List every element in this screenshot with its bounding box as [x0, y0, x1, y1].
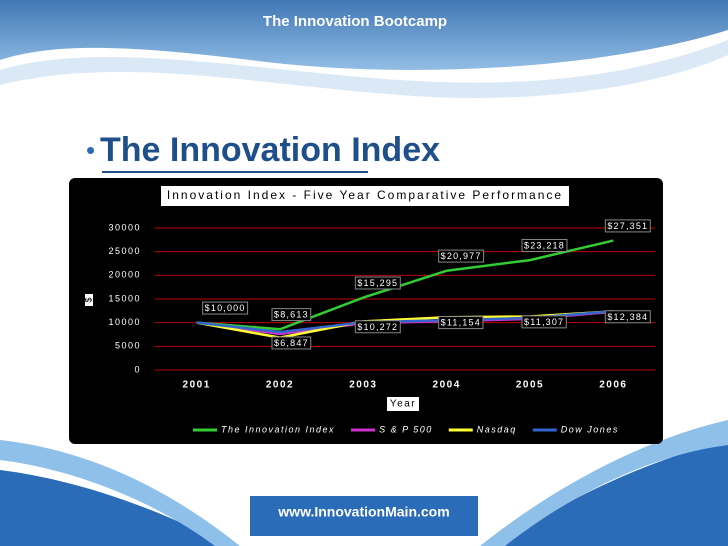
data-label-box — [438, 249, 485, 263]
data-label: $10,000 — [205, 303, 246, 313]
x-tick-label: 2004 — [433, 380, 461, 391]
x-tick-label: 2006 — [599, 380, 627, 391]
y-tick-label: 20000 — [108, 270, 141, 280]
data-label-box — [354, 276, 401, 290]
slide-title: The Innovation Index — [100, 131, 440, 169]
data-label: $27,351 — [607, 221, 648, 231]
x-axis-label: Year — [390, 399, 416, 410]
chart-background — [69, 178, 663, 444]
bullet: • — [86, 135, 95, 165]
data-label: $11,154 — [441, 318, 481, 328]
x-tick-label: 2002 — [266, 380, 294, 391]
legend-label: S & P 500 — [379, 424, 433, 434]
chart: Innovation Index - Five Year Comparative… — [69, 178, 663, 444]
y-tick-label: 30000 — [108, 222, 141, 232]
data-label: $11,307 — [524, 317, 564, 327]
x-tick-label: 2005 — [516, 380, 544, 391]
footer-box — [250, 496, 478, 536]
x-tick-label: 2001 — [183, 380, 211, 391]
y-axis-label-box — [85, 294, 93, 306]
data-label: $6,847 — [274, 338, 309, 348]
chart-title-box — [161, 186, 569, 206]
x-tick-label: 2003 — [349, 380, 377, 391]
y-axis-label: $ — [83, 297, 93, 302]
data-label-box — [521, 315, 567, 329]
series-line — [196, 239, 614, 331]
y-tick-label: 0 — [134, 364, 141, 374]
chart-title: Innovation Index - Five Year Comparative… — [167, 188, 563, 202]
data-label: $10,272 — [357, 322, 398, 332]
legend-label: Nasdaq — [477, 424, 517, 434]
data-label-box — [354, 320, 401, 334]
legend-label: Dow Jones — [561, 424, 619, 434]
data-label-box — [604, 310, 651, 324]
data-label-box — [271, 336, 312, 350]
data-label-box — [521, 238, 568, 252]
data-label-box — [438, 316, 484, 330]
y-tick-label: 15000 — [108, 293, 141, 303]
y-tick-label: 25000 — [108, 246, 141, 256]
header-title: The Innovation Bootcamp — [263, 13, 447, 30]
data-label: $15,295 — [357, 278, 398, 288]
footer-url: www.InnovationMain.com — [277, 504, 449, 520]
data-label-box — [604, 219, 651, 233]
data-label: $12,384 — [607, 312, 648, 322]
data-label: $23,218 — [524, 240, 565, 250]
data-label-box — [202, 301, 249, 315]
x-axis-label-box — [387, 397, 419, 411]
data-label: $20,977 — [441, 251, 482, 261]
data-label: $8,613 — [274, 310, 309, 320]
legend-label: The Innovation Index — [221, 424, 335, 434]
data-label-box — [271, 308, 312, 322]
y-tick-label: 10000 — [108, 317, 141, 327]
y-tick-label: 5000 — [115, 341, 141, 351]
